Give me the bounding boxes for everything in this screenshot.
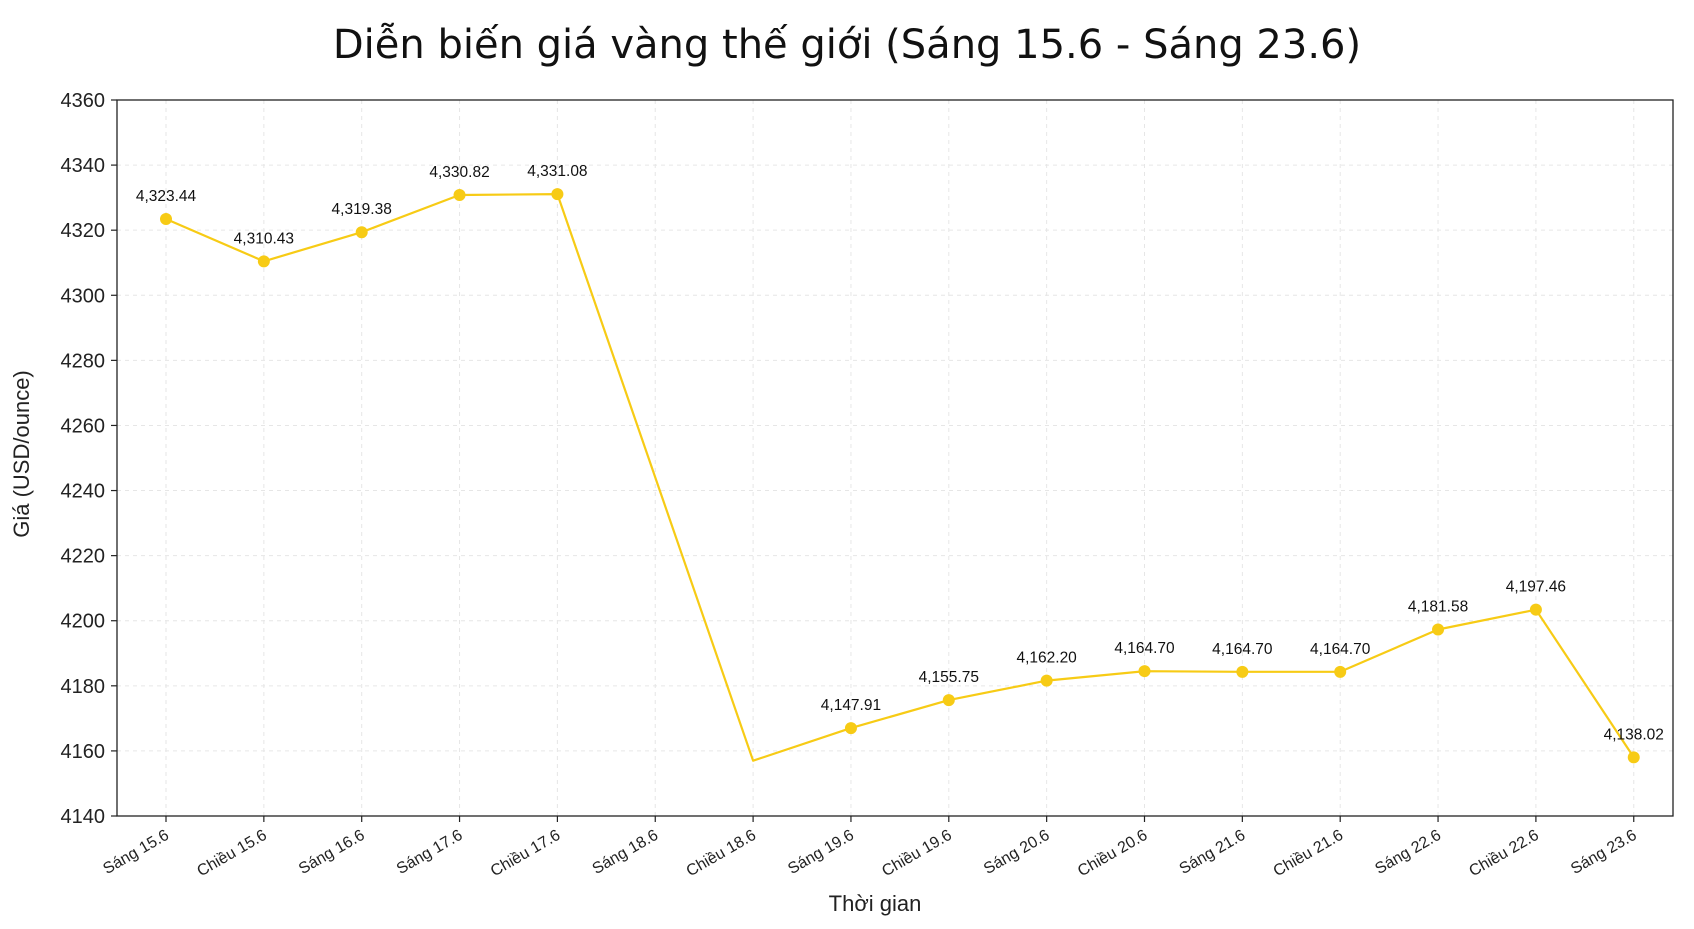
data-label: 4,164.70 [1212, 641, 1273, 658]
x-tick-label: Chiều 18.6 [684, 827, 760, 880]
x-tick-label: Chiều 21.6 [1271, 827, 1347, 880]
x-tick-label: Chiều 20.6 [1075, 827, 1151, 880]
x-axis-title: Thời gian [829, 891, 922, 916]
y-tick-label: 4320 [61, 220, 106, 242]
data-label: 4,330.82 [429, 164, 489, 181]
x-tick-label: Chiều 19.6 [879, 827, 955, 880]
data-label: 4,138.02 [1604, 726, 1664, 743]
data-label: 4,164.70 [1310, 641, 1371, 658]
data-point [1138, 665, 1151, 678]
data-label: 4,331.08 [527, 163, 587, 180]
y-axis-title: Giá (USD/ounce) [9, 370, 34, 538]
data-point [160, 212, 172, 225]
x-tick-label: Sáng 19.6 [785, 827, 857, 878]
data-label: 4,181.58 [1408, 599, 1468, 616]
y-axis: 4140 4160 4180 4200 4220 4240 4260 4280 4300 4320… [61, 90, 117, 828]
data-label: 4,310.43 [234, 230, 294, 247]
x-tick-label: Sáng 17.6 [394, 827, 466, 878]
y-tick-label: 4260 [61, 415, 106, 437]
data-label: 4,197.46 [1506, 579, 1566, 596]
x-tick-label: Chiều 22.6 [1466, 827, 1542, 880]
data-label: 4,147.91 [821, 697, 881, 714]
series-line-layer [165, 193, 1635, 762]
y-tick-label: 4200 [61, 611, 106, 633]
y-tick-label: 4160 [61, 741, 106, 763]
data-label: 4,164.70 [1114, 640, 1175, 657]
y-tick-label: 4340 [61, 155, 106, 177]
data-point [257, 255, 270, 268]
data-point [844, 722, 857, 735]
data-point [1334, 665, 1347, 678]
x-tick-label: Sáng 20.6 [981, 827, 1053, 878]
y-tick-label: 4140 [61, 806, 106, 828]
plot-area-frame [116, 99, 1674, 817]
x-tick-label: Sáng 23.6 [1568, 827, 1640, 878]
data-point [942, 694, 955, 707]
x-tick-label: Sáng 18.6 [590, 827, 662, 878]
data-point [1529, 603, 1542, 616]
y-tick-label: 4280 [61, 350, 106, 372]
data-point [1040, 674, 1053, 687]
x-tick-label: Sáng 21.6 [1177, 827, 1249, 878]
y-tick-label: 4360 [61, 90, 106, 112]
x-tick-label: Sáng 22.6 [1372, 827, 1444, 878]
y-tick-label: 4180 [61, 676, 106, 698]
data-label: 4,155.75 [919, 669, 979, 686]
x-tick-label: Chiều 17.6 [488, 827, 564, 880]
data-label: 4,319.38 [332, 201, 392, 218]
data-label: 4,323.44 [136, 188, 197, 205]
series-line [165, 193, 1635, 762]
x-tick-label: Chiều 15.6 [194, 827, 270, 880]
data-point [551, 188, 564, 201]
data-points [160, 188, 1640, 764]
y-tick-label: 4300 [61, 285, 106, 307]
chart-title: Diễn biến giá vàng thế giới (Sáng 15.6 -… [333, 22, 1361, 68]
data-point [1432, 623, 1445, 636]
data-labels: 4,323.44 4,310.43 4,319.38 4,330.82 4,331.08… [136, 163, 1664, 743]
y-tick-label: 4240 [61, 481, 106, 503]
data-label: 4,162.20 [1016, 650, 1077, 667]
x-tick-label: Sáng 15.6 [100, 827, 172, 878]
data-point [453, 188, 466, 201]
data-point [1627, 751, 1640, 764]
y-tick-label: 4220 [61, 546, 106, 568]
data-point [355, 226, 368, 239]
data-point [1236, 665, 1249, 678]
x-axis: Sáng 15.6 Chiều 15.6 Sáng 16.6 Sáng 17.6 Chi… [100, 816, 1640, 880]
x-tick-label: Sáng 16.6 [296, 827, 368, 878]
